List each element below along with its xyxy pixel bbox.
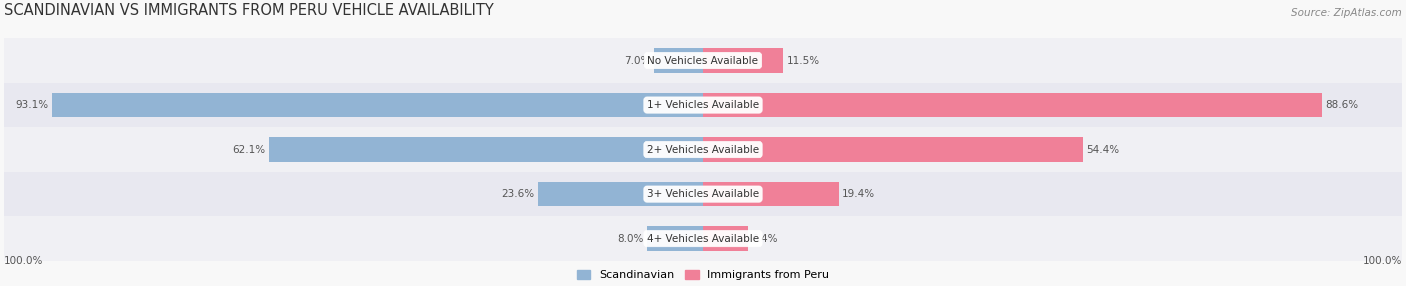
- Bar: [703, 216, 1402, 261]
- Bar: [654, 48, 703, 73]
- Legend: Scandinavian, Immigrants from Peru: Scandinavian, Immigrants from Peru: [574, 267, 832, 283]
- Bar: [269, 137, 703, 162]
- Text: 8.0%: 8.0%: [617, 234, 644, 244]
- Bar: [703, 48, 783, 73]
- Bar: [538, 182, 703, 206]
- Bar: [703, 172, 1402, 216]
- Text: 100.0%: 100.0%: [4, 256, 44, 266]
- Text: No Vehicles Available: No Vehicles Available: [648, 55, 758, 65]
- Text: SCANDINAVIAN VS IMMIGRANTS FROM PERU VEHICLE AVAILABILITY: SCANDINAVIAN VS IMMIGRANTS FROM PERU VEH…: [4, 3, 494, 18]
- Text: 19.4%: 19.4%: [842, 189, 875, 199]
- Text: 54.4%: 54.4%: [1087, 144, 1119, 154]
- Bar: [703, 137, 1083, 162]
- Bar: [4, 83, 703, 127]
- Bar: [52, 93, 703, 117]
- Bar: [703, 226, 748, 251]
- Bar: [647, 226, 703, 251]
- Bar: [703, 83, 1402, 127]
- Text: 93.1%: 93.1%: [15, 100, 49, 110]
- Bar: [703, 127, 1402, 172]
- Text: 88.6%: 88.6%: [1326, 100, 1358, 110]
- Bar: [703, 182, 838, 206]
- Text: 2+ Vehicles Available: 2+ Vehicles Available: [647, 144, 759, 154]
- Bar: [4, 216, 703, 261]
- Bar: [4, 127, 703, 172]
- Bar: [4, 172, 703, 216]
- Bar: [4, 38, 703, 83]
- Text: 4+ Vehicles Available: 4+ Vehicles Available: [647, 234, 759, 244]
- Text: 100.0%: 100.0%: [1362, 256, 1402, 266]
- Text: 1+ Vehicles Available: 1+ Vehicles Available: [647, 100, 759, 110]
- Text: 6.4%: 6.4%: [751, 234, 778, 244]
- Text: Source: ZipAtlas.com: Source: ZipAtlas.com: [1291, 8, 1402, 18]
- Bar: [703, 93, 1322, 117]
- Text: 23.6%: 23.6%: [502, 189, 534, 199]
- Text: 7.0%: 7.0%: [624, 55, 651, 65]
- Text: 62.1%: 62.1%: [232, 144, 266, 154]
- Text: 3+ Vehicles Available: 3+ Vehicles Available: [647, 189, 759, 199]
- Text: 11.5%: 11.5%: [787, 55, 820, 65]
- Bar: [703, 38, 1402, 83]
